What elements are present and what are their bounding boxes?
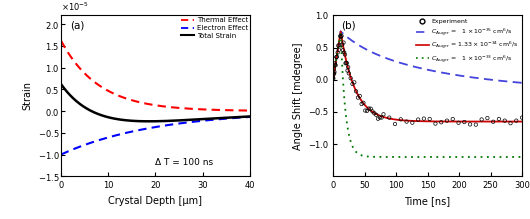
Text: Δ T = 100 ns: Δ T = 100 ns [155, 158, 214, 167]
Point [334, 48, 343, 51]
Point [330, 62, 339, 65]
Point [335, 43, 344, 47]
Point [489, 120, 498, 124]
Point [354, 96, 362, 99]
Point [341, 62, 350, 65]
Point [344, 72, 353, 75]
Point [356, 94, 364, 98]
Point [366, 107, 375, 110]
Point [359, 101, 368, 104]
Point [518, 116, 526, 119]
Point [500, 119, 509, 122]
Text: (a): (a) [70, 20, 85, 30]
Point [385, 116, 393, 119]
Point [466, 123, 474, 126]
Point [363, 109, 372, 113]
Point [329, 76, 337, 79]
Point [460, 120, 469, 124]
Legend: Thermal Effect, Electron Effect, Total Strain: Thermal Effect, Electron Effect, Total S… [181, 18, 248, 39]
Point [352, 90, 360, 93]
Point [448, 117, 457, 121]
Point [330, 67, 338, 71]
Point [483, 116, 492, 120]
Point [372, 113, 381, 117]
Point [341, 53, 349, 56]
Point [343, 69, 352, 72]
Point [330, 72, 338, 76]
Point [329, 77, 338, 80]
Point [337, 34, 346, 38]
Point [334, 44, 342, 47]
Point [396, 118, 405, 121]
Point [443, 119, 451, 122]
Legend: Experiment, $C_{\mathregular{Auger}}$ = $\ \ 1\times10^{-35}$ cm$^6$/s, $C_{\mat: Experiment, $C_{\mathregular{Auger}}$ = … [413, 17, 521, 67]
Point [431, 122, 440, 125]
Point [376, 116, 384, 119]
Point [338, 43, 347, 46]
Point [331, 63, 339, 66]
Point [506, 122, 515, 125]
X-axis label: Crystal Depth [μm]: Crystal Depth [μm] [109, 196, 202, 206]
Point [336, 34, 344, 38]
Point [350, 81, 358, 84]
Point [512, 119, 520, 122]
Point [391, 122, 399, 126]
Point [368, 110, 377, 113]
Point [348, 82, 357, 86]
Point [357, 102, 366, 106]
Point [344, 65, 352, 69]
Point [333, 55, 341, 58]
Point [414, 118, 422, 121]
Point [330, 70, 339, 74]
Point [333, 51, 342, 54]
Y-axis label: Angle Shift [mdegree]: Angle Shift [mdegree] [293, 42, 303, 150]
Point [408, 121, 417, 124]
Point [337, 35, 345, 39]
Point [370, 111, 378, 115]
Point [437, 120, 445, 124]
Text: (b): (b) [341, 20, 355, 30]
Point [342, 61, 351, 65]
Point [494, 117, 503, 121]
Point [377, 116, 386, 119]
Point [454, 121, 463, 125]
Point [379, 113, 388, 116]
Point [329, 72, 338, 76]
Point [347, 76, 355, 80]
Point [365, 107, 373, 110]
Y-axis label: Strain: Strain [22, 81, 32, 110]
Point [340, 51, 348, 54]
Point [361, 109, 369, 112]
Point [478, 118, 486, 121]
Point [332, 55, 340, 59]
Point [420, 117, 428, 120]
X-axis label: Time [ns]: Time [ns] [404, 196, 450, 206]
Point [339, 41, 348, 44]
Point [342, 61, 350, 65]
Point [374, 117, 382, 120]
Point [331, 64, 340, 67]
Point [402, 120, 411, 123]
Point [472, 123, 480, 126]
Point [339, 48, 347, 52]
Point [426, 117, 434, 121]
